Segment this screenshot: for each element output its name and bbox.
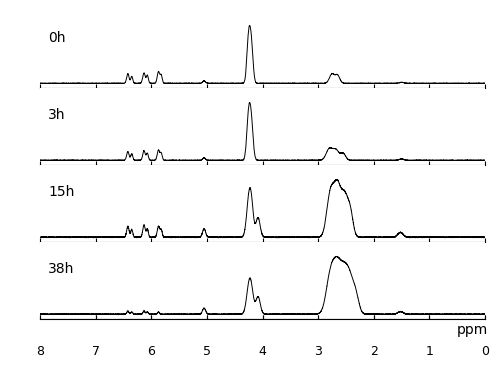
Text: ppm: ppm (456, 323, 488, 337)
Text: 15h: 15h (48, 185, 74, 199)
Text: 38h: 38h (48, 262, 74, 276)
Text: 0h: 0h (48, 31, 66, 45)
Text: 3h: 3h (48, 108, 66, 122)
